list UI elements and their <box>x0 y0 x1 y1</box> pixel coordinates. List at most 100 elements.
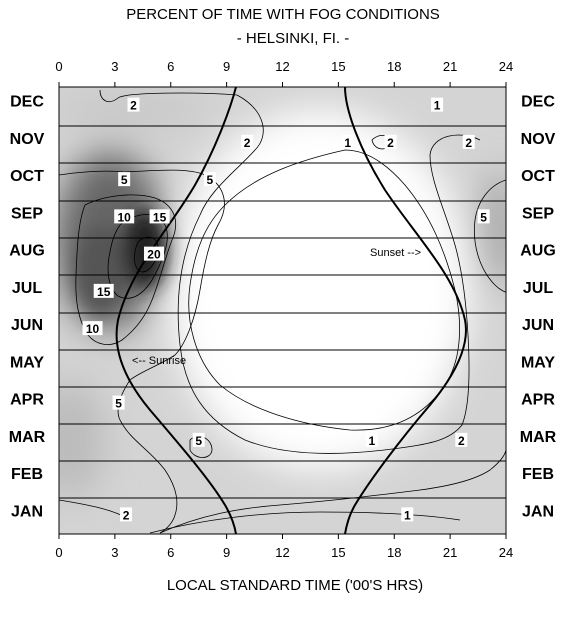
contour-label-text: 15 <box>153 210 167 224</box>
contour-label-text: 2 <box>123 508 130 522</box>
contour-label-text: 1 <box>434 99 441 113</box>
left-month-labels: DEC NOV OCT SEP AUG JUL JUN MAY APR MAR FEB JAN <box>9 94 46 521</box>
contour-label: 5 <box>118 172 131 187</box>
month-label-right: JUL <box>523 280 553 297</box>
contour-label-bg <box>192 432 205 447</box>
contour-label: 20 <box>143 246 164 262</box>
contour-label-bg <box>384 134 397 149</box>
contour-label: 10 <box>114 209 135 224</box>
top-tick-label: 15 <box>331 59 345 74</box>
contour-1 <box>188 149 460 431</box>
contour-label: 2 <box>241 134 254 150</box>
contour-label: 5 <box>112 395 125 411</box>
contour-label-text: 5 <box>115 397 122 411</box>
contour-label-text: 5 <box>195 434 202 448</box>
contour-label: 1 <box>401 507 414 522</box>
contour-label: 5 <box>192 432 205 448</box>
contour-label: 10 <box>82 321 103 336</box>
top-tick-label: 18 <box>387 59 401 74</box>
month-label-right: JUN <box>522 317 554 334</box>
contour-label: 2 <box>127 97 140 113</box>
month-label-right: FEB <box>522 466 554 483</box>
top-tick-label: 12 <box>275 59 289 74</box>
month-grid <box>59 125 506 499</box>
contour-label-bg <box>401 507 414 522</box>
month-label-left: JUL <box>12 280 42 297</box>
contour-label-text: 5 <box>121 173 128 187</box>
x-axis-label: LOCAL STANDARD TIME ('00'S HRS) <box>167 577 423 594</box>
bottom-tick-label: 21 <box>443 545 457 560</box>
bottom-tick-label: 9 <box>223 545 230 560</box>
contour-label-text: 2 <box>130 99 137 113</box>
contour-label-bg <box>341 134 354 149</box>
contour-label-text: 1 <box>369 434 376 448</box>
month-label-right: OCT <box>521 168 555 185</box>
sunset-annotation: Sunset --> <box>370 247 421 259</box>
x-ticks <box>58 82 507 539</box>
contour-label-bg <box>82 321 103 336</box>
contour-label: 2 <box>384 134 397 150</box>
month-label-left: MAY <box>10 354 44 371</box>
contour-lines <box>59 89 506 534</box>
sunrise-curve <box>115 87 237 534</box>
month-label-left: AUG <box>9 243 45 260</box>
bottom-tick-label: 24 <box>499 545 513 560</box>
contour-label: 5 <box>477 209 490 224</box>
contour-label-text: 2 <box>244 136 251 150</box>
month-label-right: NOV <box>521 131 556 148</box>
sunset-curve <box>344 87 467 534</box>
month-label-left: OCT <box>10 168 44 185</box>
contour-label: 1 <box>365 432 378 448</box>
contour-label-text: 5 <box>480 210 487 224</box>
top-tick-label: 21 <box>443 59 457 74</box>
bottom-tick-label: 0 <box>55 545 62 560</box>
contour-label-text: 20 <box>147 248 161 262</box>
sun-curves <box>115 87 467 534</box>
contour-label-text: 2 <box>465 136 472 150</box>
contour-label-bg <box>241 134 254 149</box>
contour-label-text: 1 <box>344 136 351 150</box>
contour-label-bg <box>455 432 468 447</box>
contour-2-top <box>99 89 238 103</box>
chart-subtitle: - HELSINKI, FI. - <box>237 30 350 47</box>
month-label-right: DEC <box>521 94 555 111</box>
month-label-right: APR <box>521 392 555 409</box>
month-label-left: JUN <box>11 317 43 334</box>
bottom-tick-label: 15 <box>331 545 345 560</box>
chart-title: PERCENT OF TIME WITH FOG CONDITIONS <box>126 6 440 23</box>
sunrise-annotation: <-- Sunrise <box>132 355 186 367</box>
contour-label-bg <box>118 172 131 187</box>
contour-label-bg <box>462 134 475 149</box>
bottom-tick-label: 3 <box>111 545 118 560</box>
month-label-right: SEP <box>522 205 554 222</box>
month-label-left: MAR <box>9 429 46 446</box>
contour-label: 1 <box>431 97 444 113</box>
contour-label-bg <box>120 507 133 522</box>
month-label-left: JAN <box>11 503 43 520</box>
contour-label-bg <box>112 395 125 410</box>
month-label-right: MAY <box>521 354 555 371</box>
contour-label-text: 10 <box>86 322 100 336</box>
contour-label: 15 <box>93 283 114 299</box>
contour-5 <box>59 169 225 534</box>
contour-label-bg <box>365 432 378 447</box>
top-tick-labels: 0 3 6 9 12 15 18 21 24 <box>55 59 513 74</box>
contour-label: 2 <box>462 134 475 150</box>
contour-label-text: 5 <box>207 173 214 187</box>
contour-label-bg <box>114 209 135 224</box>
top-tick-label: 0 <box>55 59 62 74</box>
month-label-right: JAN <box>522 503 554 520</box>
contour-label: 1 <box>341 134 354 150</box>
contour-label: 5 <box>203 172 216 187</box>
contour-label-text: 1 <box>404 508 411 522</box>
contour-label-text: 15 <box>97 285 111 299</box>
top-tick-label: 3 <box>111 59 118 74</box>
contour-label-bg <box>431 97 444 112</box>
contour-label-bg <box>149 209 170 224</box>
month-label-left: APR <box>10 392 44 409</box>
bottom-tick-label: 18 <box>387 545 401 560</box>
contour-label-bg <box>93 283 114 298</box>
top-tick-label: 6 <box>167 59 174 74</box>
bottom-tick-label: 12 <box>275 545 289 560</box>
